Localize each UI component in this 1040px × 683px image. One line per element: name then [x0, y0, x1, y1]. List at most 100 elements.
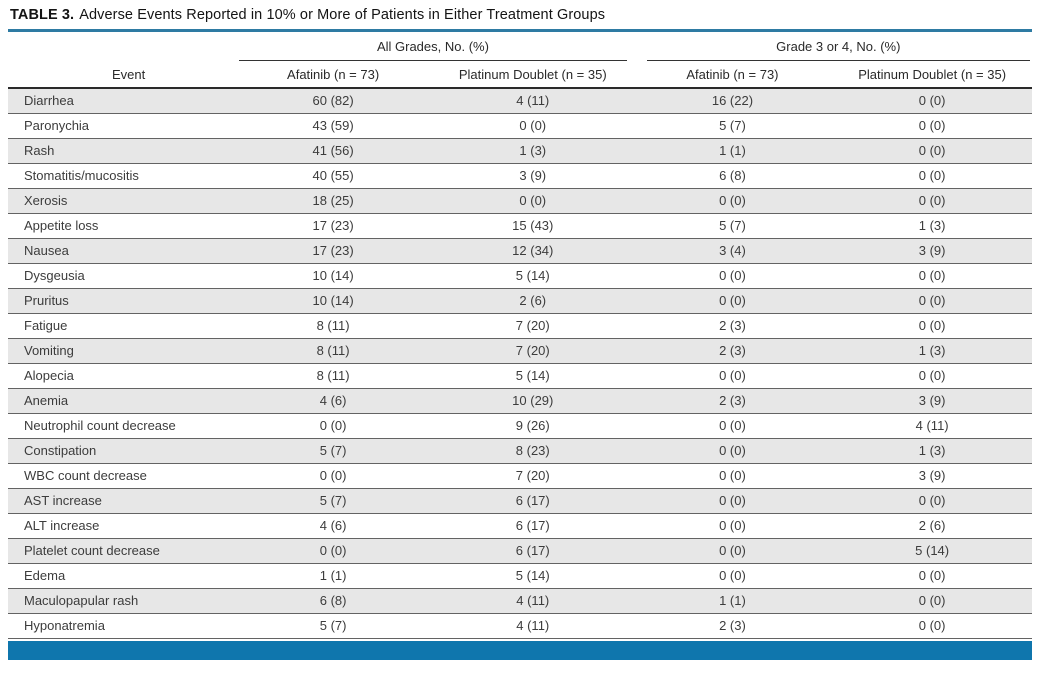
value-cell: 5 (7): [632, 213, 833, 239]
event-cell: Platelet count decrease: [8, 538, 234, 564]
value-cell: 3 (4): [632, 238, 833, 264]
value-cell: 0 (0): [632, 463, 833, 489]
table-row: Nausea 17 (23) 12 (34) 3 (4) 3 (9): [8, 238, 1032, 264]
value-cell: 7 (20): [432, 338, 633, 364]
value-cell: 5 (7): [233, 488, 433, 514]
event-cell: Constipation: [8, 438, 234, 464]
table-row: Stomatitis/mucositis 40 (55) 3 (9) 6 (8) 0 (…: [8, 163, 1032, 189]
value-cell: 1 (1): [632, 138, 833, 164]
value-cell: 0 (0): [832, 88, 1032, 114]
title-rule: [8, 29, 1032, 32]
event-cell: Appetite loss: [8, 213, 234, 239]
value-cell: 5 (14): [432, 363, 633, 389]
value-cell: 5 (14): [432, 563, 633, 589]
table-row: Hyponatremia 5 (7) 4 (11) 2 (3) 0 (0): [8, 613, 1032, 639]
event-cell: Pruritus: [8, 288, 234, 314]
value-cell: 41 (56): [233, 138, 433, 164]
value-cell: 8 (11): [233, 313, 433, 339]
group-header-grade-3-4-label: Grade 3 or 4, No. (%): [646, 39, 1030, 61]
event-cell: Diarrhea: [8, 88, 234, 114]
table-row: Diarrhea 60 (82) 4 (11) 16 (22) 0 (0): [8, 88, 1032, 114]
event-cell: Nausea: [8, 238, 234, 264]
footer-accent-bar: [8, 640, 1032, 660]
value-cell: 43 (59): [233, 113, 433, 139]
value-cell: 18 (25): [233, 188, 433, 214]
value-cell: 9 (26): [432, 413, 633, 439]
value-cell: 2 (6): [432, 288, 633, 314]
event-cell: Neutrophil count decrease: [8, 413, 234, 439]
table-row: Edema 1 (1) 5 (14) 0 (0) 0 (0): [8, 563, 1032, 589]
table-title: TABLE 3. Adverse Events Reported in 10% o…: [8, 0, 1032, 29]
value-cell: 0 (0): [632, 488, 833, 514]
group-header-all-grades-label: All Grades, No. (%): [239, 39, 627, 61]
value-cell: 0 (0): [632, 188, 833, 214]
event-cell: WBC count decrease: [8, 463, 234, 489]
table-row: ALT increase 4 (6) 6 (17) 0 (0) 2 (6): [8, 513, 1032, 539]
value-cell: 7 (20): [432, 463, 633, 489]
table-row: Xerosis 18 (25) 0 (0) 0 (0) 0 (0): [8, 188, 1032, 214]
table-row: Appetite loss 17 (23) 15 (43) 5 (7) 1 (3): [8, 213, 1032, 239]
event-cell: Anemia: [8, 388, 234, 414]
value-cell: 12 (34): [432, 238, 633, 264]
table-number-label: TABLE 3.: [10, 7, 75, 23]
value-cell: 4 (11): [432, 613, 633, 639]
event-cell: ALT increase: [8, 513, 234, 539]
value-cell: 8 (23): [432, 438, 633, 464]
value-cell: 0 (0): [832, 138, 1032, 164]
table-row: Neutrophil count decrease 0 (0) 9 (26) 0 (0…: [8, 413, 1032, 439]
value-cell: 0 (0): [233, 463, 433, 489]
value-cell: 6 (17): [432, 488, 633, 514]
adverse-events-table: All Grades, No. (%) Grade 3 or 4, No. (%…: [8, 32, 1032, 639]
value-cell: 2 (6): [832, 513, 1032, 539]
value-cell: 1 (3): [432, 138, 633, 164]
table-row: Rash 41 (56) 1 (3) 1 (1) 0 (0): [8, 138, 1032, 164]
column-header-afatinib-all: Afatinib (n = 73): [233, 61, 433, 89]
event-cell: Paronychia: [8, 113, 234, 139]
value-cell: 10 (14): [233, 288, 433, 314]
value-cell: 0 (0): [632, 538, 833, 564]
value-cell: 0 (0): [832, 363, 1032, 389]
value-cell: 0 (0): [832, 588, 1032, 614]
table-row: Platelet count decrease 0 (0) 6 (17) 0 (0) 5…: [8, 538, 1032, 564]
table-row: Anemia 4 (6) 10 (29) 2 (3) 3 (9): [8, 388, 1032, 414]
value-cell: 1 (3): [832, 438, 1032, 464]
column-header-afatinib-grade34: Afatinib (n = 73): [632, 61, 833, 89]
event-cell: Edema: [8, 563, 234, 589]
value-cell: 4 (11): [432, 588, 633, 614]
value-cell: 0 (0): [233, 538, 433, 564]
value-cell: 3 (9): [432, 163, 633, 189]
event-cell: Xerosis: [8, 188, 234, 214]
value-cell: 1 (3): [832, 338, 1032, 364]
value-cell: 6 (8): [632, 163, 833, 189]
value-cell: 1 (3): [832, 213, 1032, 239]
value-cell: 0 (0): [832, 188, 1032, 214]
value-cell: 5 (14): [832, 538, 1032, 564]
table-row: Constipation 5 (7) 8 (23) 0 (0) 1 (3): [8, 438, 1032, 464]
group-header-grade-3-4: Grade 3 or 4, No. (%): [633, 32, 1032, 61]
group-header-all-grades: All Grades, No. (%): [233, 32, 632, 61]
event-cell: Hyponatremia: [8, 613, 234, 639]
value-cell: 16 (22): [632, 88, 833, 114]
value-cell: 7 (20): [432, 313, 633, 339]
value-cell: 2 (3): [632, 313, 833, 339]
value-cell: 0 (0): [832, 613, 1032, 639]
value-cell: 4 (11): [832, 413, 1032, 439]
value-cell: 8 (11): [233, 363, 433, 389]
value-cell: 6 (17): [432, 538, 633, 564]
value-cell: 6 (17): [432, 513, 633, 539]
event-cell: Fatigue: [8, 313, 234, 339]
value-cell: 0 (0): [632, 413, 833, 439]
table-row: Maculopapular rash 6 (8) 4 (11) 1 (1) 0 (0): [8, 588, 1032, 614]
value-cell: 5 (14): [432, 263, 633, 289]
value-cell: 4 (11): [432, 88, 633, 114]
value-cell: 0 (0): [832, 163, 1032, 189]
table-header: All Grades, No. (%) Grade 3 or 4, No. (%…: [8, 32, 1032, 89]
value-cell: 10 (29): [432, 388, 633, 414]
value-cell: 0 (0): [632, 563, 833, 589]
value-cell: 4 (6): [233, 388, 433, 414]
value-cell: 1 (1): [233, 563, 433, 589]
value-cell: 4 (6): [233, 513, 433, 539]
event-cell: Rash: [8, 138, 234, 164]
value-cell: 5 (7): [632, 113, 833, 139]
value-cell: 0 (0): [832, 488, 1032, 514]
